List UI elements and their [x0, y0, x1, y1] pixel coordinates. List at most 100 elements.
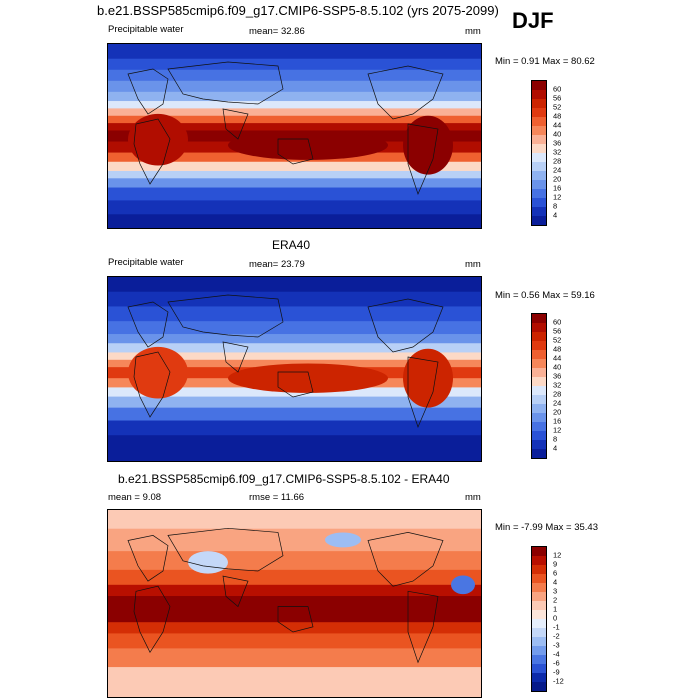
- field-band: [108, 596, 481, 624]
- panel1-variable-label: Precipitable water: [108, 24, 184, 35]
- coastline: [127, 68, 169, 115]
- panel2-map: [107, 276, 482, 462]
- panel3-title: b.e21.BSSP585cmip6.f09_g17.CMIP6-SSP5-8.…: [118, 472, 450, 486]
- colorbar-swatch: [532, 673, 546, 682]
- field-negative-blob: [188, 551, 228, 574]
- colorbar-swatch: [532, 144, 546, 153]
- field-band: [108, 170, 481, 180]
- panel2-variable-label: Precipitable water: [108, 257, 184, 268]
- colorbar-swatch: [532, 413, 546, 422]
- field-blob: [128, 113, 188, 166]
- colorbar-swatch: [532, 395, 546, 404]
- colorbar-swatch: [532, 619, 546, 628]
- field-band: [108, 667, 481, 697]
- coastline: [277, 371, 314, 398]
- colorbar-swatch: [532, 314, 546, 323]
- colorbar-tick-label: 0: [553, 613, 558, 623]
- colorbar-swatch: [532, 81, 546, 90]
- panel3-minmax-label: Min = -7.99 Max = 35.43: [495, 522, 598, 533]
- panel2-title: ERA40: [272, 238, 311, 252]
- colorbar-swatch: [532, 368, 546, 377]
- field-band: [108, 435, 481, 450]
- colorbar-swatch: [532, 449, 546, 458]
- field-band: [108, 108, 481, 117]
- colorbar-tick-label: 8: [553, 434, 558, 444]
- colorbar-tick-label: 44: [553, 120, 562, 130]
- colorbar-tick-label: 2: [553, 595, 558, 605]
- field-band: [108, 277, 481, 293]
- colorbar-tick-label: 20: [553, 174, 562, 184]
- field-negative-blob: [451, 575, 475, 595]
- colorbar-tick-label: 4: [553, 577, 558, 587]
- panel2-colorbar: [531, 313, 547, 459]
- field-band: [108, 633, 481, 650]
- field-band: [108, 420, 481, 437]
- colorbar-tick-label: 36: [553, 371, 562, 381]
- colorbar-tick-label: 28: [553, 389, 562, 399]
- colorbar-swatch: [532, 574, 546, 583]
- colorbar-swatch: [532, 440, 546, 449]
- colorbar-swatch: [532, 655, 546, 664]
- coastline: [407, 590, 439, 664]
- colorbar-tick-label: -4: [553, 649, 560, 659]
- colorbar-swatch: [532, 610, 546, 619]
- coastline: [167, 294, 284, 338]
- colorbar-swatch: [532, 216, 546, 225]
- field-band: [108, 115, 481, 125]
- colorbar-swatch: [532, 431, 546, 440]
- panel2-units-label: mm: [465, 259, 481, 270]
- field-band: [108, 622, 481, 635]
- field-blob: [228, 130, 388, 160]
- panel1-map: [107, 43, 482, 229]
- colorbar-tick-label: 6: [553, 568, 558, 578]
- panel1-map-plot: [108, 44, 481, 228]
- field-band: [108, 569, 481, 586]
- colorbar-tick-label: 40: [553, 362, 562, 372]
- panel3-rmse-label: rmse = 11.66: [249, 492, 305, 503]
- colorbar-tick-label: -2: [553, 631, 560, 641]
- coastline: [367, 298, 444, 353]
- colorbar-tick-label: 12: [553, 550, 562, 560]
- field-band: [108, 101, 481, 110]
- colorbar-swatch: [532, 153, 546, 162]
- colorbar-swatch: [532, 108, 546, 117]
- coastline: [167, 527, 284, 572]
- colorbar-swatch: [532, 377, 546, 386]
- colorbar-tick-label: 56: [553, 93, 562, 103]
- field-band: [108, 161, 481, 172]
- colorbar-tick-label: 8: [553, 201, 558, 211]
- colorbar-swatch: [532, 547, 546, 556]
- panel1-minmax-label: Min = 0.91 Max = 80.62: [495, 56, 595, 67]
- colorbar-swatch: [532, 198, 546, 207]
- field-band: [108, 69, 481, 82]
- colorbar-tick-label: 24: [553, 398, 562, 408]
- coastline: [222, 108, 249, 140]
- coastline: [133, 118, 171, 185]
- colorbar-tick-label: 40: [553, 129, 562, 139]
- colorbar-swatch: [532, 565, 546, 574]
- coastline: [407, 123, 439, 195]
- coastline: [222, 575, 249, 608]
- panel3-colorbar: [531, 546, 547, 692]
- field-band: [108, 187, 481, 202]
- field-band: [108, 80, 481, 93]
- field-blob: [403, 348, 453, 408]
- colorbar-swatch: [532, 646, 546, 655]
- colorbar-tick-label: 32: [553, 380, 562, 390]
- panel1-units-label: mm: [465, 26, 481, 37]
- panel1-colorbar: [531, 80, 547, 226]
- field-blob: [403, 115, 453, 175]
- colorbar-swatch: [532, 341, 546, 350]
- coastline: [367, 65, 444, 120]
- colorbar-swatch: [532, 189, 546, 198]
- colorbar-swatch: [532, 180, 546, 189]
- colorbar-tick-label: 4: [553, 210, 558, 220]
- colorbar-swatch: [532, 404, 546, 413]
- field-band: [108, 44, 481, 60]
- colorbar-tick-label: 52: [553, 335, 562, 345]
- colorbar-tick-label: 9: [553, 559, 558, 569]
- coastline: [407, 356, 439, 428]
- colorbar-swatch: [532, 556, 546, 565]
- field-band: [108, 584, 481, 598]
- colorbar-tick-label: 60: [553, 84, 562, 94]
